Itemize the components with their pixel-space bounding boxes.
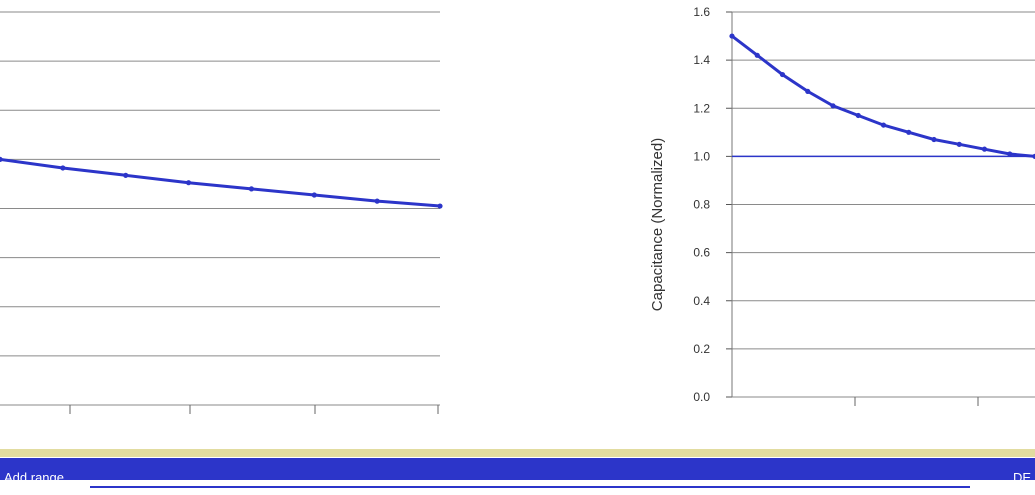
data-point [805, 88, 811, 95]
left-chart-panel [0, 11, 443, 406]
y-tick-label: 1.0 [693, 149, 710, 163]
y-tick-label: 0.4 [693, 294, 710, 308]
series-line [731, 34, 1035, 158]
data-point [855, 112, 861, 119]
chart-canvas: 0.0 0.2 0.4 0.6 0.8 1.0 1.2 1.4 1.6 Capacitance (… [0, 5, 1035, 414]
y-tick-label: 0.0 [693, 390, 710, 404]
data-point [779, 71, 786, 78]
y-tick-label: 1.2 [693, 101, 710, 115]
status-right-label: DE [1012, 470, 1031, 485]
y-tick-label: 0.8 [693, 198, 710, 212]
data-point [437, 203, 443, 209]
y-tick-label: 0.6 [693, 246, 710, 260]
status-band [0, 458, 1035, 480]
data-point [906, 129, 912, 135]
data-point [729, 33, 735, 39]
data-point [123, 172, 129, 178]
y-tick-label: 1.6 [693, 5, 710, 19]
status-strip [0, 449, 1035, 457]
data-point [0, 156, 3, 162]
data-point [880, 122, 887, 128]
series-line [0, 157, 441, 208]
data-point [981, 146, 988, 152]
y-tick-label: 0.2 [693, 342, 710, 356]
data-point [1032, 153, 1035, 159]
add-range-link[interactable]: Add range [4, 470, 64, 485]
data-point [956, 141, 962, 147]
data-point [60, 165, 66, 171]
data-point [374, 198, 380, 204]
data-point [830, 103, 836, 109]
y-axis-title: Capacitance (Normalized) [649, 138, 666, 311]
status-underline [90, 486, 970, 488]
data-point [754, 52, 760, 58]
data-point [1007, 151, 1013, 157]
y-tick-label: 1.4 [693, 53, 710, 67]
right-chart-panel: 0.0 0.2 0.4 0.6 0.8 1.0 1.2 1.4 1.6 Capacitance (… [649, 5, 1035, 404]
data-point [311, 192, 317, 198]
data-point [185, 180, 192, 186]
data-point [248, 186, 255, 192]
data-point [931, 136, 937, 143]
